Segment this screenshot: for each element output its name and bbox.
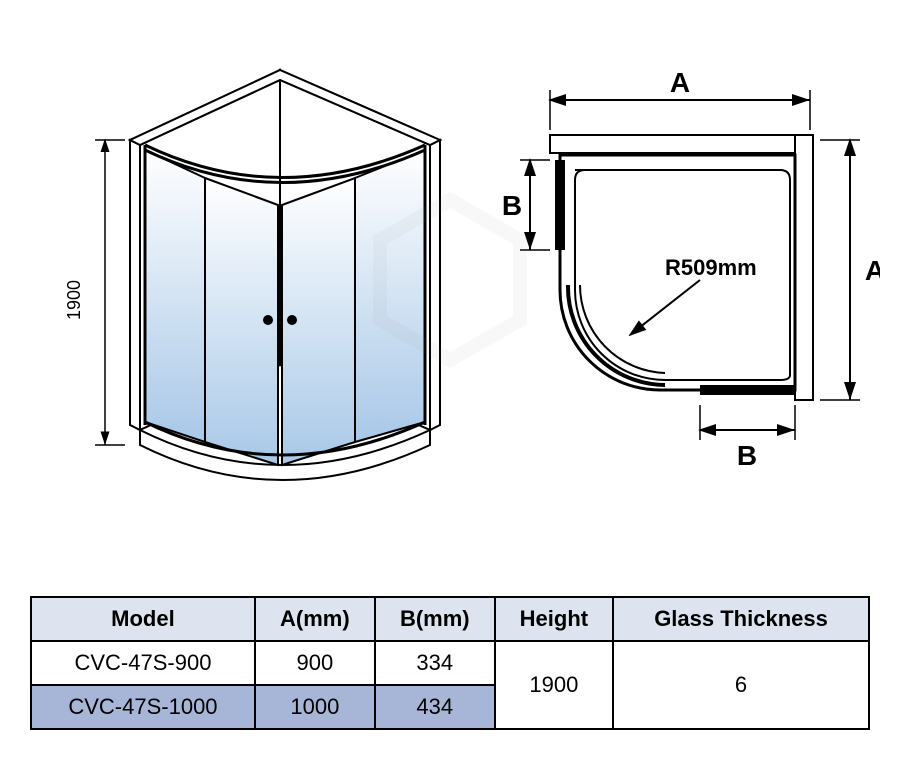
merged-glass-cell: 6 [613,641,869,729]
table-cell: 434 [375,685,495,729]
spec-table-area: Model A(mm) B(mm) Height Glass Thickness… [30,596,870,730]
technical-drawing-svg: 1900 A A [20,20,880,520]
table-cell: 900 [255,641,375,685]
table-row: CVC-47S-90090033419006 [31,641,869,685]
diagram-area: 1900 A A [20,20,880,520]
col-glass: Glass Thickness [613,597,869,641]
col-b: B(mm) [375,597,495,641]
top-view: A A B [502,67,880,471]
table-cell: CVC-47S-1000 [31,685,255,729]
top-dim-B-horizontal: B [737,440,757,471]
table-cell: 1000 [255,685,375,729]
top-dim-B-vertical: B [502,190,522,221]
table-cell: CVC-47S-900 [31,641,255,685]
radius-label: R509mm [665,255,757,280]
top-dim-A-horizontal: A [670,67,690,98]
top-dim-A-vertical: A [865,255,880,286]
table-header-row: Model A(mm) B(mm) Height Glass Thickness [31,597,869,641]
table-cell: 334 [375,641,495,685]
col-glass-label: Glass Thickness [654,606,828,631]
col-a: A(mm) [255,597,375,641]
col-model: Model [31,597,255,641]
spec-table: Model A(mm) B(mm) Height Glass Thickness… [30,596,870,730]
merged-height-cell: 1900 [495,641,613,729]
iso-height-label: 1900 [64,280,84,320]
col-height: Height [495,597,613,641]
